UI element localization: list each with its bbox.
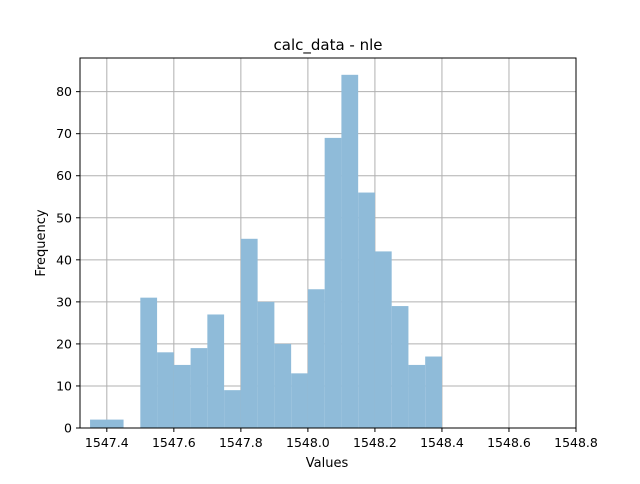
histogram-bar (190, 348, 208, 428)
y-tick-label: 30 (56, 294, 72, 309)
histogram-bar (257, 301, 275, 428)
histogram-bar (207, 314, 225, 428)
y-tick-label: 60 (56, 168, 72, 183)
histogram-bar (90, 419, 124, 428)
histogram-bar (408, 364, 426, 428)
x-tick-label: 1548.4 (420, 435, 464, 450)
plot-frame (79, 57, 577, 429)
histogram-bar (341, 74, 359, 429)
histogram-bar (291, 373, 308, 428)
y-axis-ticks: 0 10 20 30 40 50 60 70 80 (56, 84, 80, 436)
histogram-bar (391, 306, 409, 428)
x-tick-label: 1547.4 (85, 435, 129, 450)
y-tick-label: 0 (64, 421, 72, 436)
x-tick-label: 1547.6 (152, 435, 196, 450)
histogram-bar (358, 192, 375, 428)
y-tick-label: 80 (56, 84, 72, 99)
histogram-bar (173, 364, 191, 428)
y-tick-label: 40 (56, 252, 72, 267)
histogram-bar (374, 251, 392, 428)
y-tick-label: 50 (56, 210, 72, 225)
x-tick-label: 1548.6 (487, 435, 531, 450)
y-tick-label: 70 (56, 126, 72, 141)
x-axis-ticks: 1547.4 1547.6 1547.8 1548.0 1548.2 1548.4 1548… (85, 428, 598, 450)
x-axis-label: Values (306, 456, 349, 471)
histogram-bar (224, 390, 241, 428)
x-tick-label: 1547.8 (219, 435, 263, 450)
x-tick-label: 1548.0 (286, 435, 330, 450)
y-tick-label: 20 (56, 336, 72, 351)
x-tick-label: 1548.8 (554, 435, 598, 450)
histogram-bar (157, 352, 174, 428)
histogram-bar (140, 297, 158, 428)
histogram-bar (307, 289, 325, 428)
x-tick-label: 1548.2 (353, 435, 397, 450)
y-tick-label: 10 (56, 378, 72, 393)
histogram-bar (324, 137, 342, 429)
histogram-bar (425, 356, 442, 428)
chart-title: calc_data - nle (274, 36, 383, 55)
bars (90, 74, 442, 429)
histogram-bar (240, 238, 258, 428)
y-axis-label: Frequency (34, 209, 49, 276)
histogram-bar (274, 343, 292, 428)
